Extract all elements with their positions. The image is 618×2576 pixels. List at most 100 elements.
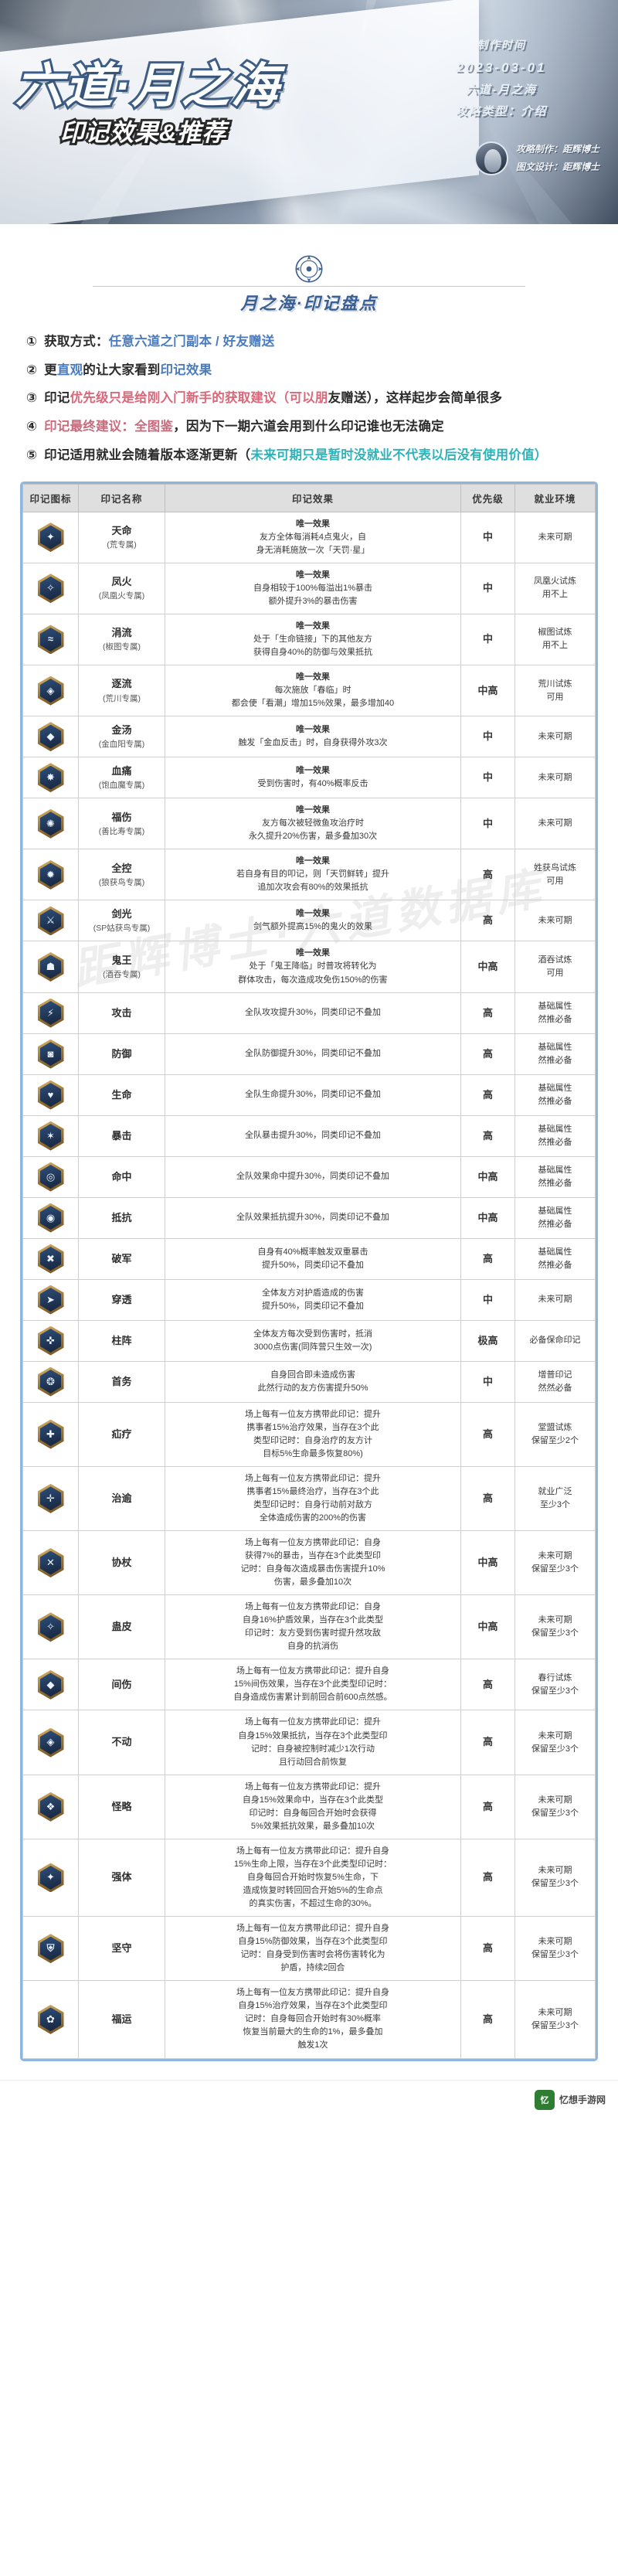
marks-table: 印记图标 印记名称 印记效果 优先级 就业环境 ✦ 天命 (荒专属) 唯一效果 友方全体每消耗4…	[22, 483, 596, 2059]
sigil-shengming-icon: ♥	[37, 1080, 64, 1110]
mark-priority-cell: 高	[460, 1980, 515, 2059]
effect-line: 友方每次被轻微鱼攻治疗时	[262, 818, 364, 829]
mark-name: 暴击	[111, 1129, 132, 1142]
mark-name-cell: 穿透	[78, 1278, 165, 1321]
environment-line: 然推必备	[538, 1055, 572, 1065]
table-header-row: 印记图标 印记名称 印记效果 优先级 就业环境	[22, 483, 596, 512]
mark-name: 防御	[111, 1047, 132, 1060]
mark-icon-cell: ◎	[22, 1155, 79, 1198]
sigil-shouwu-icon: ❂	[37, 1366, 64, 1397]
sigil-inner: ✧	[40, 576, 61, 601]
effect-line: 恢复当前最大的生命的1%，最多叠加	[243, 2027, 383, 2037]
environment-line: 然然必备	[538, 1383, 572, 1393]
mark-effect-cell: 场上每有一位友方携带此印记：提升自身 自身15%防御效果，当存在3个此类型印 记时：…	[165, 1916, 461, 1982]
avatar	[474, 141, 508, 175]
environment-line: 就业广泛	[538, 1486, 572, 1496]
sigil-inner: ⚔	[40, 908, 61, 933]
environment-line: 凤凰火试炼	[534, 577, 576, 587]
mark-effect-cell: 全队生命提升30%，同类印记不叠加	[165, 1074, 461, 1116]
table-row: ✺ 福伤 (善比寿专属) 唯一效果 友方每次被轻微鱼攻治疗时 永久提升20%伤害，最多叠加…	[22, 798, 596, 850]
bullet-item: ④ 印记最终建议：全图鉴，因为下一期六道会用到什么印记谁也无法确定	[26, 417, 592, 437]
effect-line: 处于「鬼王降临」时普攻将转化为	[249, 961, 377, 972]
effect-line: 受到伤害时，有40%概率反击	[257, 779, 368, 789]
effect-line: 处于「生命链接」下的其他友方	[253, 634, 372, 644]
sigil-fuyuan-icon: ✿	[37, 2004, 64, 2034]
environment-line: 未来可期	[538, 2007, 572, 2017]
mark-priority-cell: 高	[460, 1074, 515, 1116]
environment-line: 保留至少2个	[531, 1435, 579, 1445]
effect-line: 伤害，最多叠加10次	[273, 1577, 352, 1587]
mark-environment-cell: 增普印记 然然必备	[514, 1360, 596, 1403]
environment-line: 保留至少3个	[531, 1950, 579, 1960]
effect-line: 唯一效果	[296, 519, 330, 529]
mark-priority-cell: 高	[460, 1838, 515, 1918]
mark-icon-cell: ✦	[22, 511, 79, 563]
mark-owner: (椒图专属)	[103, 642, 141, 652]
table-row: ◙ 防御 全队防御提升30%，同类印记不叠加高基础属性 然推必备	[22, 1033, 596, 1075]
mark-icon-cell: ≈	[22, 613, 79, 666]
effect-line: 唯一效果	[296, 805, 330, 815]
effect-line: 提升50%，同类印记不叠加	[261, 1301, 364, 1311]
bullet-item: ② 更直观的让大家看到印记效果	[26, 360, 592, 381]
page-footer: 忆 忆想手游网	[0, 2079, 618, 2125]
mark-name: 天命	[111, 524, 132, 536]
mark-environment-cell: 未来可期 保留至少3个	[514, 1980, 596, 2059]
mark-effect-cell: 场上每有一位友方携带此印记：提升自身 15%生命上限，当存在3个此类型印记时： 自身…	[165, 1838, 461, 1918]
mark-name: 协杖	[111, 1556, 132, 1568]
credit-author: 攻略制作：距辉博士	[515, 144, 599, 155]
mark-priority-cell: 中高	[460, 1530, 515, 1596]
sigil-shanghai-icon: ◆	[37, 1669, 64, 1700]
hero-metadata: 制作时间 2023-03-01 六道-月之海 攻略类型：介绍	[405, 36, 598, 123]
mark-name-cell: 协杖	[78, 1530, 165, 1596]
table-row: ✧ 蛊皮 场上每有一位友方携带此印记：自身 自身16%护盾效果，当存在3个此类型 印记时…	[22, 1594, 596, 1660]
mark-name-cell: 攻击	[78, 992, 165, 1034]
sigil-inner: ◆	[40, 1673, 61, 1697]
mark-effect-cell: 场上每有一位友方携带此印记：提升自身 15%间伤效果，当存在3个此类型印记时： 自身…	[165, 1659, 461, 1711]
mark-environment-cell: 未来可期	[514, 757, 596, 799]
bullet-text-span: 直观	[56, 362, 83, 377]
effect-line: 自身15%效果命中，当存在3个此类型	[242, 1795, 384, 1805]
bullet-text-span: 印记效果	[160, 362, 212, 377]
mark-effect-cell: 唯一效果 每次施放「春临」时 都会使「看潮」增加15%效果，最多增加40	[165, 665, 461, 717]
mark-name: 鬼王	[111, 954, 132, 966]
site-logo[interactable]: 忆 忆想手游网	[534, 2089, 606, 2110]
mark-priority-cell: 中高	[460, 1594, 515, 1660]
mark-icon-cell: ✚	[22, 1401, 79, 1467]
sigil-inner: ✺	[40, 812, 61, 836]
environment-line: 至少3个	[539, 1499, 571, 1509]
sigil-inner: ❂	[40, 1370, 61, 1394]
effect-line: 场上每有一位友方携带此印记：提升自身	[236, 1666, 389, 1676]
meta-type: 攻略类型：介绍	[455, 105, 548, 119]
compass-emblem-icon	[295, 255, 323, 283]
mark-icon-cell: ✧	[22, 562, 79, 614]
sigil-inner: ◈	[40, 679, 61, 703]
mark-name: 攻击	[111, 1006, 132, 1019]
mark-icon-cell: ◆	[22, 1659, 79, 1711]
mark-environment-cell: 未来可期	[514, 511, 596, 563]
mark-name-cell: 涓流 (椒图专属)	[78, 613, 165, 666]
mark-name-cell: 怪略	[78, 1774, 165, 1839]
sigil-inner: ✸	[40, 765, 61, 790]
environment-line: 未来可期	[538, 1937, 572, 1947]
table-row: ≈ 涓流 (椒图专属) 唯一效果 处于「生命链接」下的其他友方 获得自身40%的防御与效果…	[22, 613, 596, 666]
environment-line: 保留至少3个	[531, 1686, 579, 1696]
mark-effect-cell: 唯一效果 触发「金血反击」时，自身获得外攻3次	[165, 716, 461, 758]
table-row: ⚡ 攻击 全队攻攻提升30%，同类印记不叠加高基础属性 然推必备	[22, 992, 596, 1034]
effect-line: 唯一效果	[296, 725, 330, 735]
effect-line: 唯一效果	[296, 621, 330, 631]
environment-line: 未来可期	[538, 1866, 572, 1876]
environment-line: 未来可期	[538, 1795, 572, 1805]
sigil-xuetong-icon: ✸	[37, 763, 64, 793]
effect-line: 全队防御提升30%，同类印记不叠加	[244, 1049, 381, 1059]
mark-icon-cell: ✶	[22, 1114, 79, 1157]
table-row: ⛨ 坚守 场上每有一位友方携带此印记：提升自身 自身15%防御效果，当存在3个此类型印…	[22, 1916, 596, 1982]
effect-line: 印记时：自身每回合开始时会获得	[249, 1808, 377, 1818]
mark-owner: (狼获鸟专属)	[98, 877, 145, 887]
mark-environment-cell: 未来可期 保留至少3个	[514, 1530, 596, 1596]
effect-line: 自身15%防御效果，当存在3个此类型印	[238, 1937, 388, 1947]
environment-line: 未来可期	[538, 1295, 572, 1305]
mark-environment-cell: 凤凰火试炼 用不上	[514, 562, 596, 614]
mark-priority-cell: 高	[460, 1401, 515, 1467]
sigil-inner: ✦	[40, 1865, 61, 1890]
credits-block: 攻略制作：距辉博士 图文设计：距辉博士	[474, 141, 599, 176]
